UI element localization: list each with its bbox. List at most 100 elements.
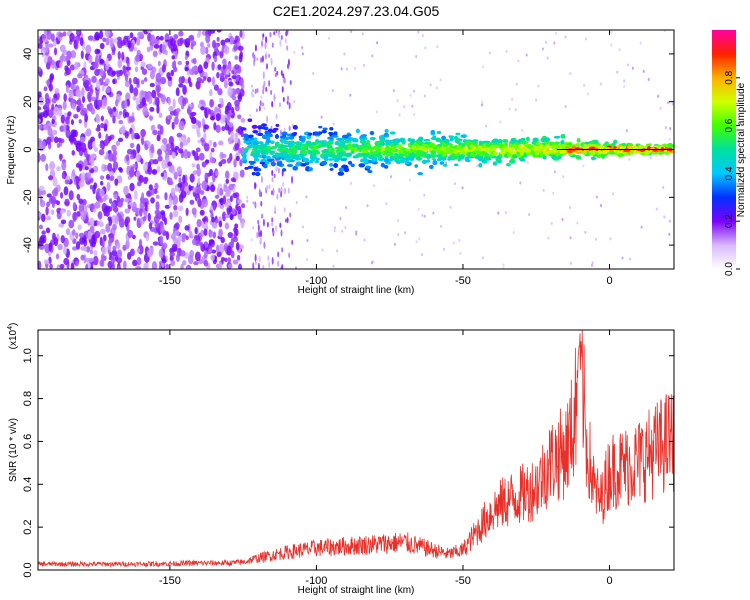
spectrogram-noise-mark — [167, 180, 174, 186]
spectrogram-band-mark — [384, 139, 390, 143]
spectrogram-noise-mark — [108, 152, 114, 162]
spectrogram-sparse-mark — [599, 82, 602, 86]
spectrogram-noise-mark — [39, 112, 46, 118]
spectrogram-band-mark — [432, 135, 437, 139]
spectrogram-band-mark — [342, 134, 349, 139]
spectrogram-noise-mark — [144, 111, 150, 116]
spectrogram-noise-mark — [177, 38, 183, 47]
spectrogram-band-mark — [526, 136, 530, 142]
spectrogram-band-mark — [276, 161, 282, 167]
spectrogram-band-mark — [350, 163, 355, 168]
spectrogram-band-mark — [576, 138, 581, 143]
spectrogram-noise-mark — [87, 171, 92, 179]
spectrogram-band-mark — [429, 164, 434, 169]
spectrogram-noise-mark — [129, 142, 135, 149]
spectrogram-sparse-mark — [418, 237, 421, 241]
spectrogram-band-mark — [517, 147, 523, 153]
spectrogram-noise-mark — [49, 75, 53, 84]
spectrogram-noise-mark — [125, 92, 131, 102]
spectrogram-sparse-mark — [409, 93, 412, 97]
spectrogram-sparse-mark — [346, 67, 349, 71]
spectrogram-sparse-mark — [562, 175, 565, 179]
spectrogram-band-mark — [325, 142, 330, 147]
spectrogram-streak-mark — [252, 262, 255, 269]
spectrogram-noise-mark — [230, 131, 234, 140]
spectrogram-band-mark — [348, 146, 355, 150]
spectrogram-streak-mark — [256, 87, 259, 93]
spectrogram-noise-mark — [111, 144, 117, 152]
spectrogram-sparse-mark — [595, 237, 598, 241]
spectrogram-band-mark — [455, 132, 461, 136]
spectrogram-sparse-mark — [293, 50, 296, 54]
spectrogram-band-mark — [289, 156, 294, 161]
spectrogram-sparse-mark — [353, 66, 356, 70]
spectrogram-sparse-mark — [443, 247, 446, 251]
spectrogram-noise-mark — [38, 243, 45, 250]
spectrogram-band-mark — [333, 163, 339, 168]
spectrogram-streak-mark — [262, 71, 265, 80]
spectrogram-streak-mark — [264, 41, 267, 50]
spectrogram-noise-mark — [138, 54, 144, 60]
spectrogram-noise-mark — [100, 115, 104, 122]
spectrogram-noise-mark — [119, 126, 126, 134]
spectrogram-band-mark — [259, 147, 266, 152]
spectrogram-band-mark — [310, 154, 317, 158]
spectrogram-band-mark — [277, 143, 285, 147]
spectrogram-noise-mark — [150, 197, 155, 204]
spectrogram-band-mark — [436, 130, 442, 134]
spectrogram-streak-mark — [283, 207, 286, 213]
spectrogram-noise-mark — [75, 241, 81, 250]
snr-y-tick-label: 0.4 — [22, 477, 34, 492]
spectrogram-noise-mark — [188, 255, 194, 265]
spectrogram-band-mark — [298, 153, 305, 158]
spectrogram-band-mark — [405, 160, 410, 165]
spectrogram-noise-mark — [161, 159, 167, 170]
spectrogram-noise-mark — [92, 165, 99, 173]
spectrogram-streak-mark — [278, 102, 281, 108]
spectrogram-noise-mark — [99, 228, 106, 235]
spectrogram-band-mark — [451, 153, 456, 157]
spectrogram-sparse-mark — [371, 54, 374, 58]
spectrogram-noise-mark — [124, 208, 129, 214]
spectrogram-band-mark — [323, 157, 329, 162]
spectrogram-noise-mark — [228, 122, 234, 128]
spectrogram-streak-mark — [260, 200, 263, 207]
spectrogram-noise-mark — [102, 37, 107, 42]
spectrogram-band-mark — [275, 123, 280, 127]
spectrogram-sparse-mark — [250, 84, 253, 88]
spectrogram-sparse-mark — [528, 213, 531, 217]
spectrogram-band-mark — [460, 134, 465, 138]
spectrogram-noise-mark — [79, 136, 86, 143]
spectrogram-noise-mark — [148, 115, 154, 121]
spectrogram-sparse-mark — [591, 261, 594, 265]
spectrogram-sparse-mark — [350, 30, 353, 33]
spectrogram-streak-mark — [266, 63, 269, 70]
spectrogram-band-mark — [519, 158, 526, 162]
spectrogram-band-mark — [313, 141, 319, 146]
spectrogram-noise-mark — [218, 229, 223, 238]
spectrogram-noise-mark — [189, 173, 195, 183]
spectrogram-band-mark — [394, 153, 398, 156]
spectrogram-streak-mark — [255, 108, 258, 113]
spectrogram-noise-mark — [175, 87, 180, 97]
spectrogram-noise-mark — [99, 175, 105, 180]
spectrogram-band-mark — [324, 153, 330, 157]
spectrogram-band-mark — [258, 141, 264, 145]
spectrogram-noise-mark — [47, 43, 54, 48]
spectrogram-noise-mark — [168, 115, 173, 120]
spectrogram-noise-mark — [216, 71, 220, 79]
spectrogram-streak-mark — [275, 166, 278, 172]
spectrogram-noise-mark — [95, 115, 101, 124]
spectrogram-noise-mark — [152, 241, 159, 246]
spectrogram-streak-mark — [284, 38, 287, 44]
spectrogram-band-mark — [485, 142, 492, 147]
spectrogram-band-mark — [341, 142, 346, 147]
spectrogram-band-mark — [495, 157, 500, 162]
spectrogram-noise-mark — [239, 169, 245, 178]
spectrogram-noise-mark — [85, 44, 92, 54]
spectrogram-sparse-mark — [403, 105, 406, 109]
colorbar-tick-label: 0.0 — [724, 262, 735, 276]
spectrogram-noise-mark — [178, 83, 184, 88]
spectrogram-noise-mark — [117, 59, 123, 68]
